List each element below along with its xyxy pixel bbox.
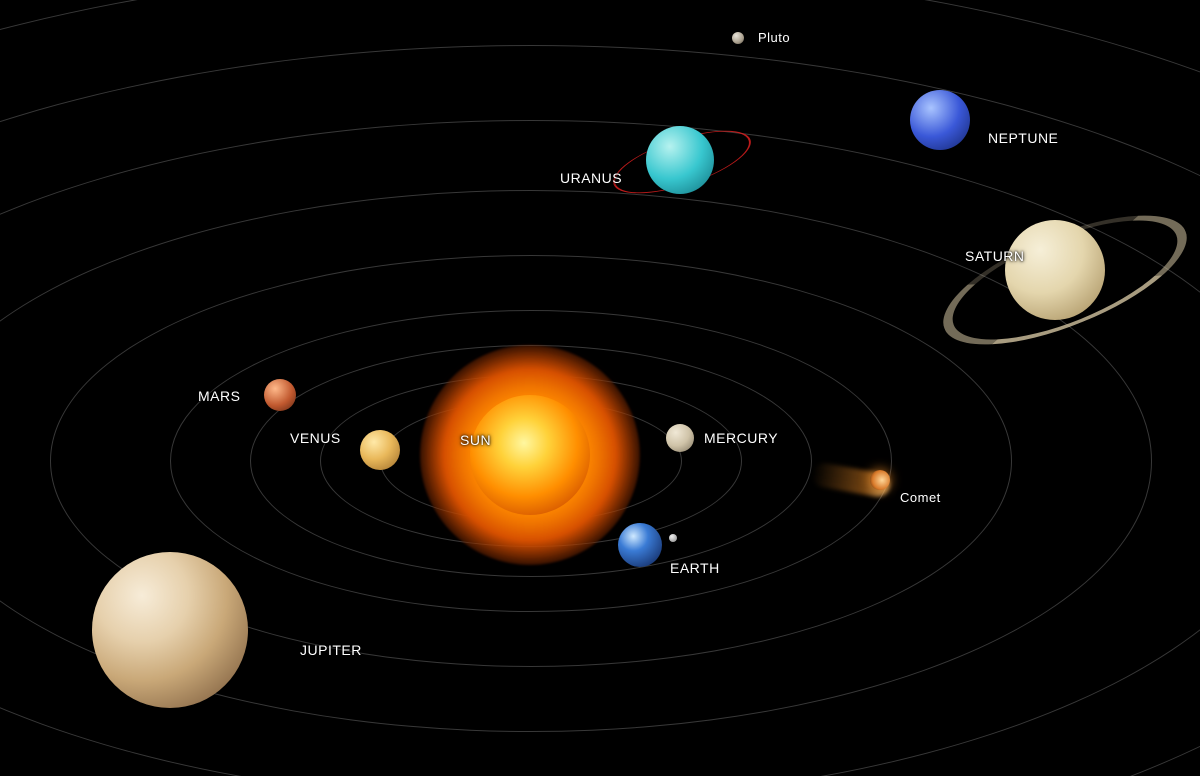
comet-icon [870, 470, 890, 490]
mercury-label: MERCURY [704, 430, 778, 446]
saturn-icon [1005, 220, 1105, 320]
mars-label: MARS [198, 388, 240, 404]
venus-label: VENUS [290, 430, 341, 446]
earth-icon [618, 523, 662, 567]
jupiter-icon [92, 552, 248, 708]
mercury-icon [666, 424, 694, 452]
earth-label: EARTH [670, 560, 720, 576]
sun-label: SUN [460, 432, 491, 448]
neptune-label: NEPTUNE [988, 130, 1058, 146]
moon-icon [669, 534, 677, 542]
pluto-icon [732, 32, 744, 44]
solar-system-diagram: SUN MERCURY VENUS EARTH MARS JUPITER SAT… [0, 0, 1200, 776]
uranus-label: URANUS [560, 170, 622, 186]
venus-icon [360, 430, 400, 470]
saturn-label: SATURN [965, 248, 1025, 264]
pluto-label: Pluto [758, 30, 790, 45]
jupiter-label: JUPITER [300, 642, 362, 658]
sun-icon [470, 395, 590, 515]
neptune-icon [910, 90, 970, 150]
uranus-icon [646, 126, 714, 194]
comet-label: Comet [900, 490, 941, 505]
mars-icon [264, 379, 296, 411]
